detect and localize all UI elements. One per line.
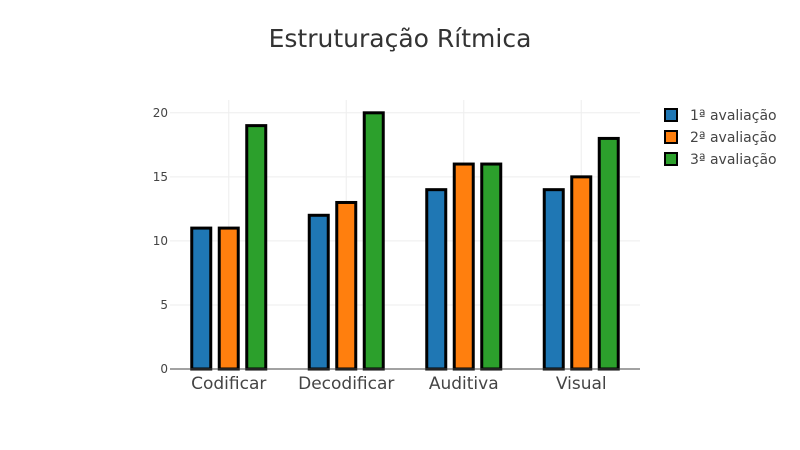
legend-swatch[interactable]: [664, 152, 678, 166]
bar[interactable]: [452, 162, 475, 371]
bar[interactable]: [335, 200, 358, 371]
legend[interactable]: 1ª avaliação 2ª avaliação 3ª avaliação: [664, 108, 777, 168]
x-tick-label: Auditiva: [429, 374, 499, 394]
bar[interactable]: [480, 162, 503, 371]
bar[interactable]: [570, 175, 593, 371]
legend-swatch[interactable]: [664, 108, 678, 122]
legend-label[interactable]: 1ª avaliação: [690, 108, 777, 124]
legend-swatch[interactable]: [664, 130, 678, 144]
y-tick-label: 10: [153, 234, 168, 248]
bar[interactable]: [597, 136, 620, 371]
legend-label[interactable]: 3ª avaliação: [690, 152, 777, 168]
y-tick-label: 0: [160, 362, 168, 376]
x-tick-label: Visual: [556, 374, 607, 394]
x-tick-label: Decodificar: [298, 374, 394, 394]
axes: 0 5 10 15 20 Codificar Decodificar Auditiva Visu…: [153, 106, 640, 394]
gridlines: [170, 100, 640, 369]
legend-label[interactable]: 2ª avaliação: [690, 130, 777, 146]
bar[interactable]: [245, 124, 268, 371]
chart-title: Estruturação Rítmica: [268, 24, 532, 53]
y-tick-label: 20: [153, 106, 168, 120]
bar[interactable]: [362, 111, 385, 371]
y-tick-label: 5: [160, 298, 168, 312]
y-tick-label: 15: [153, 170, 168, 184]
bar[interactable]: [217, 226, 240, 371]
x-tick-label: Codificar: [191, 374, 266, 394]
bar[interactable]: [307, 213, 330, 371]
bar[interactable]: [425, 188, 448, 371]
bar[interactable]: [542, 188, 565, 371]
bar[interactable]: [190, 226, 213, 371]
